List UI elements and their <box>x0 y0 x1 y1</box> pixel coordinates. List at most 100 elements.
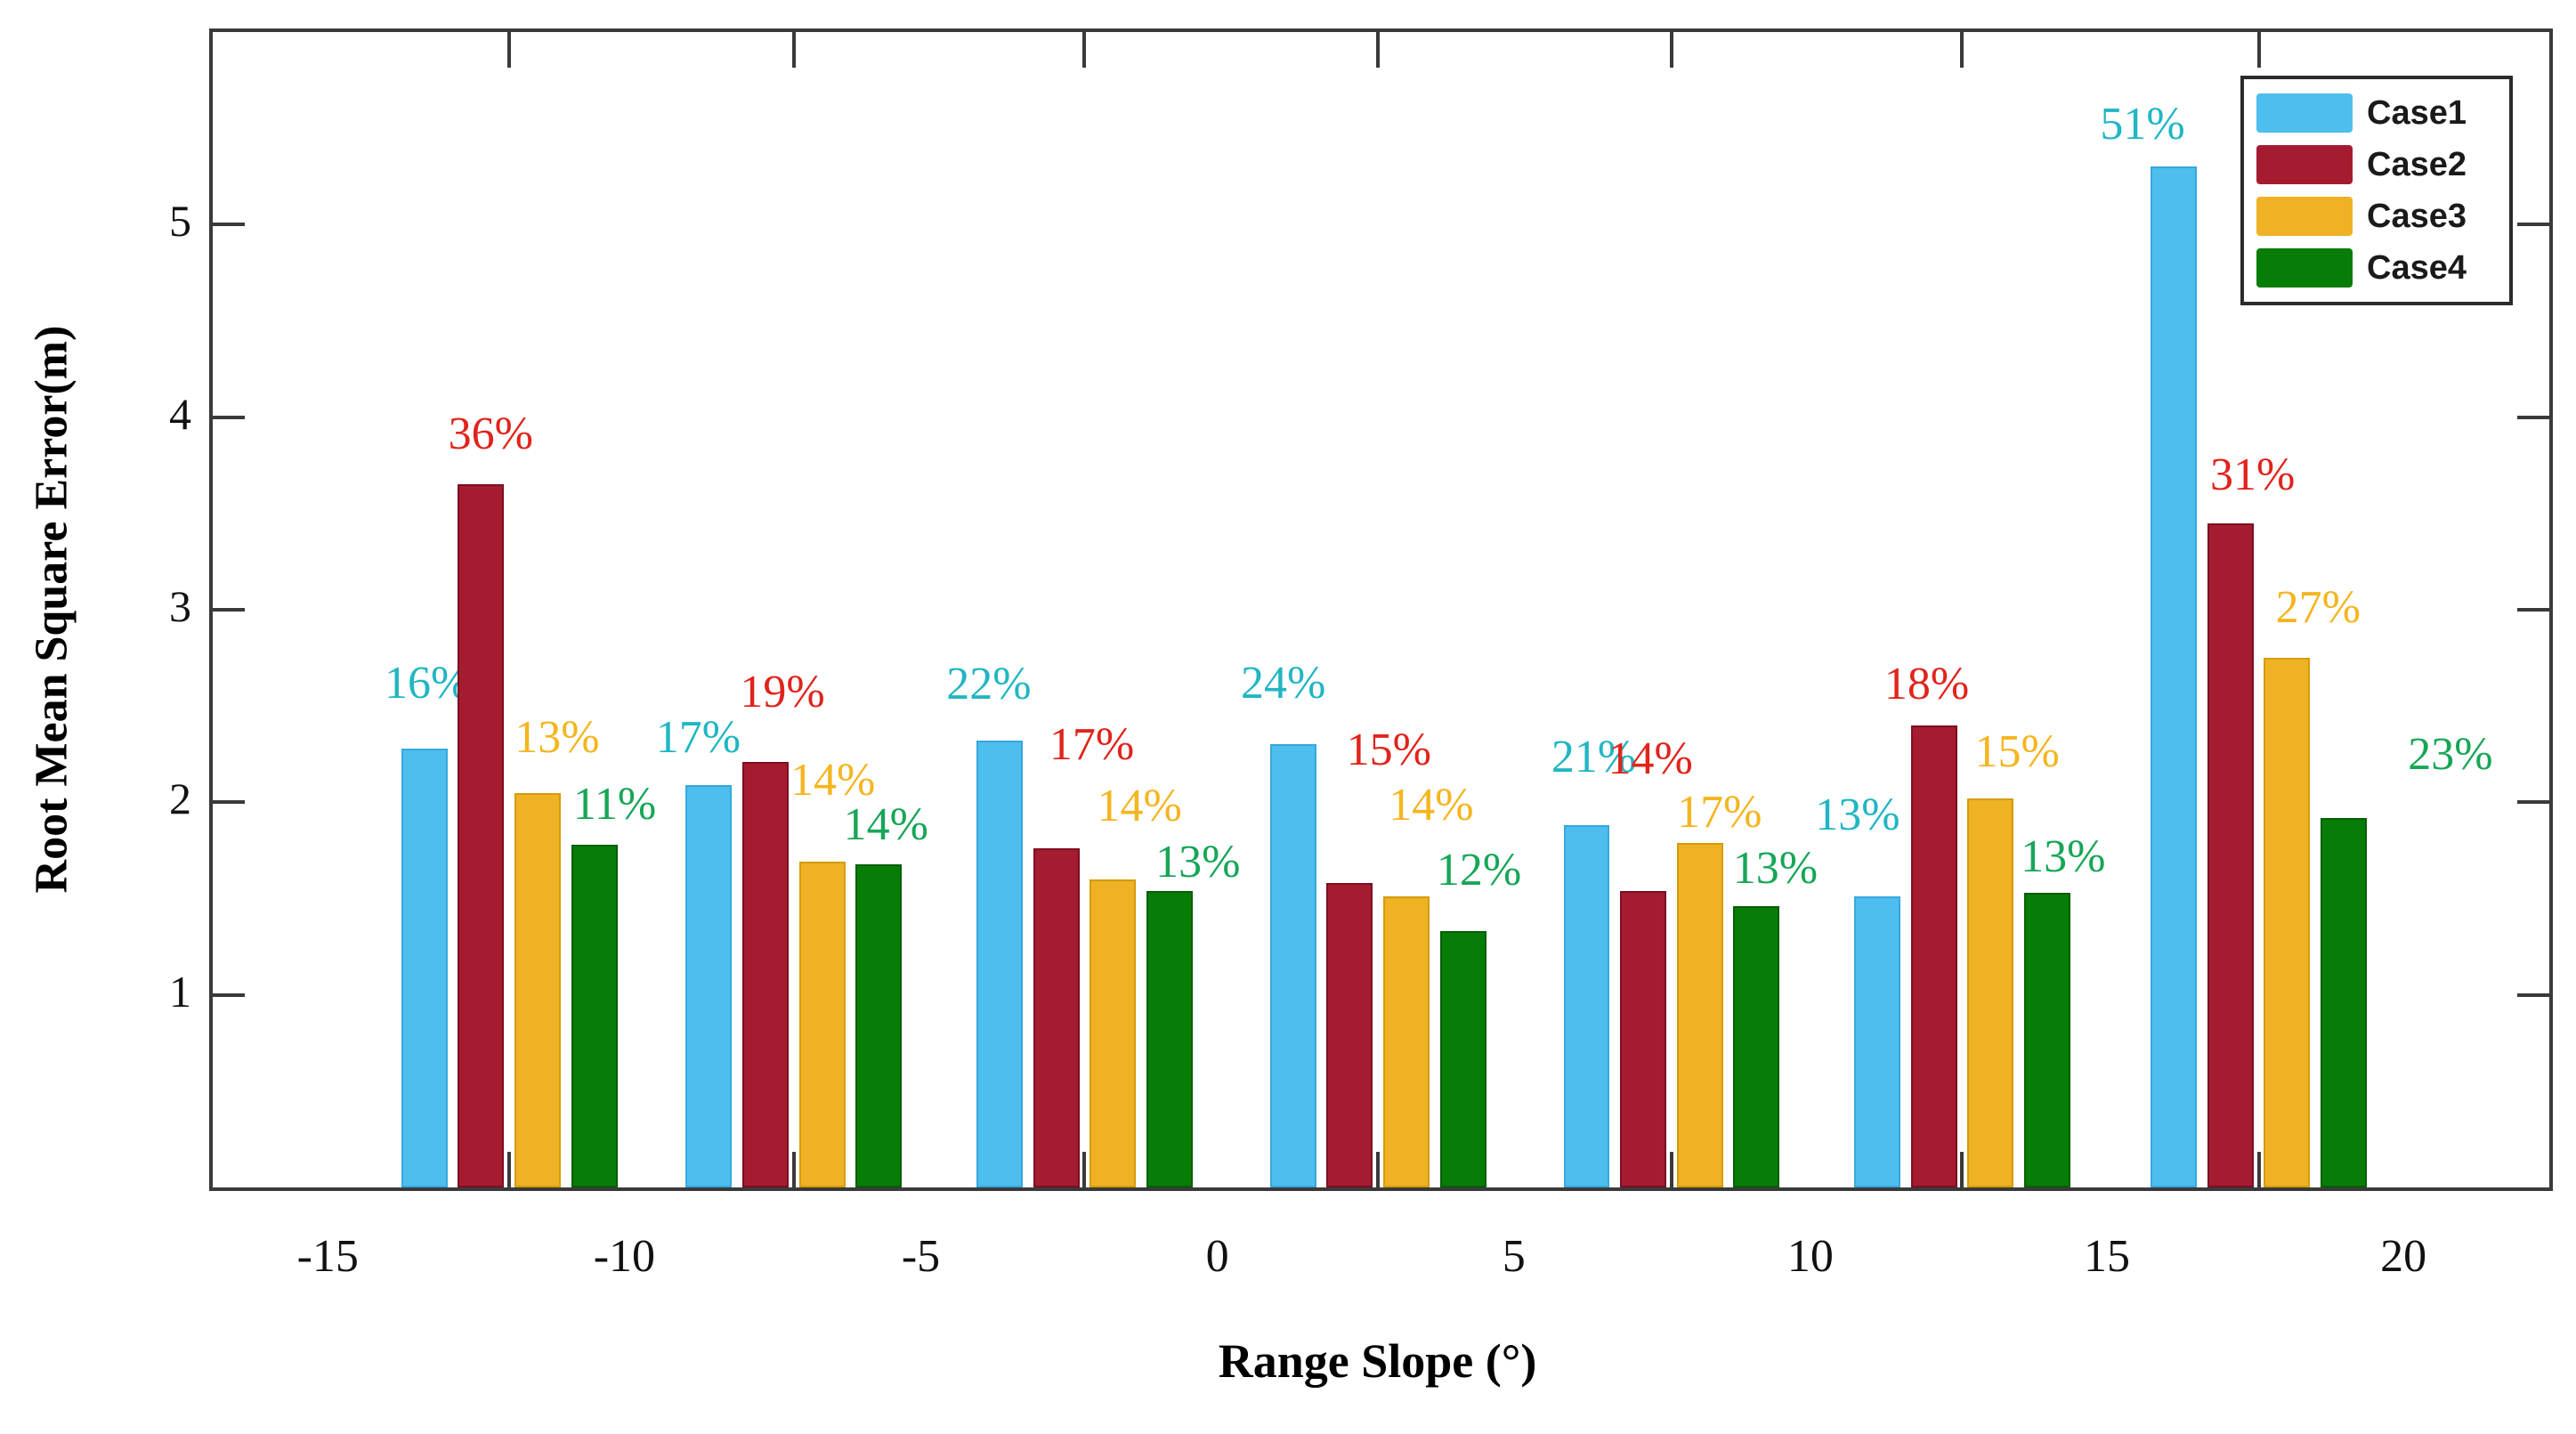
legend-swatch-case4 <box>2256 248 2353 288</box>
bar-case1-group2 <box>685 784 733 1187</box>
bar-value-label-case1-group5: 21% <box>1551 732 1637 783</box>
bar-value-label-case4-group1: 11% <box>572 778 657 830</box>
legend-entry-case1: Case1 <box>2244 90 2509 136</box>
bar-case3-group4 <box>1382 896 1430 1187</box>
bar-value-label-case2-group7: 31% <box>2210 449 2296 500</box>
bar-value-label-case2-group4: 15% <box>1346 725 1431 776</box>
bar-case2-group1 <box>458 484 505 1187</box>
x-tick-top-1 <box>507 32 512 68</box>
bar-value-label-case4-group2: 14% <box>843 798 928 850</box>
bar-case2-group4 <box>1326 883 1373 1187</box>
bar-value-label-case4-group6: 13% <box>2021 831 2106 882</box>
bar-case4-group1 <box>571 844 618 1187</box>
bar-case4-group6 <box>2023 893 2070 1187</box>
y-tick-label-4: 4 <box>169 388 191 439</box>
y-tick-left-4 <box>213 415 245 419</box>
y-tick-right-2 <box>2517 800 2549 805</box>
bar-value-label-case3-group1: 13% <box>514 711 600 763</box>
bar-case3-group2 <box>798 862 846 1187</box>
plot-area: 16% 17% 22% 24% 21% 13% 51% 36% 19% 17% 15% 14% 18% 3… <box>209 28 2553 1191</box>
x-tick-label-20: 20 <box>2380 1231 2427 1282</box>
bar-value-label-case1-group7: 51% <box>2100 99 2185 150</box>
x-tick-bottom-6 <box>1960 1152 1964 1187</box>
x-tick-top-4 <box>1376 32 1381 68</box>
bar-value-label-case1-group2: 17% <box>655 711 741 763</box>
bar-case1-group1 <box>401 748 448 1187</box>
bar-case2-group6 <box>1910 725 1957 1187</box>
bar-value-label-case2-group1: 36% <box>448 409 533 460</box>
bar-value-label-case4-group3: 13% <box>1155 836 1241 887</box>
legend-swatch-case3 <box>2256 197 2353 236</box>
legend-entry-case2: Case2 <box>2244 142 2509 188</box>
bar-case4-group4 <box>1439 931 1486 1187</box>
bar-value-label-case1-group1: 16% <box>385 657 470 709</box>
legend-swatch-case2 <box>2256 145 2353 184</box>
y-tick-left-1 <box>213 992 245 997</box>
bar-case4-group3 <box>1146 890 1193 1187</box>
legend: Case1 Case2 Case3 Case4 <box>2240 76 2513 305</box>
bar-case1-group3 <box>976 741 1023 1187</box>
y-tick-right-3 <box>2517 608 2549 612</box>
y-tick-right-5 <box>2517 223 2549 227</box>
x-tick-label-10: 10 <box>1786 1231 1834 1282</box>
x-tick-top-6 <box>1960 32 1964 68</box>
bar-case4-group5 <box>1733 906 1780 1187</box>
bar-case4-group7 <box>2320 817 2367 1187</box>
legend-entry-case3: Case3 <box>2244 193 2509 239</box>
bar-case3-group3 <box>1090 879 1137 1187</box>
x-tick-bottom-1 <box>507 1152 512 1187</box>
x-tick-label-15: 15 <box>2083 1231 2130 1282</box>
legend-label-case3: Case3 <box>2367 197 2467 235</box>
legend-swatch-case1 <box>2256 93 2353 133</box>
bar-case1-group7 <box>2151 166 2198 1187</box>
bar-value-label-case3-group6: 15% <box>1974 726 2060 777</box>
bar-value-label-case2-group6: 18% <box>1883 658 1970 709</box>
y-tick-right-4 <box>2517 415 2549 419</box>
x-tick-bottom-4 <box>1376 1152 1381 1187</box>
y-tick-right-1 <box>2517 992 2549 997</box>
bar-value-label-case2-group3: 17% <box>1049 719 1135 771</box>
bar-case1-group4 <box>1269 744 1316 1187</box>
x-tick-top-2 <box>791 32 796 68</box>
x-tick-label--15: -15 <box>296 1231 359 1282</box>
bar-case1-group6 <box>1853 896 1900 1187</box>
bar-value-label-case3-group4: 14% <box>1389 780 1474 831</box>
bar-value-label-case4-group4: 12% <box>1436 845 1522 896</box>
bar-value-label-case3-group3: 14% <box>1097 780 1182 831</box>
y-tick-label-5: 5 <box>169 196 191 247</box>
x-tick-bottom-7 <box>2256 1152 2261 1187</box>
bar-case3-group1 <box>514 792 561 1187</box>
bar-value-label-case1-group3: 22% <box>946 659 1032 710</box>
bar-value-label-case3-group5: 17% <box>1677 786 1762 838</box>
x-tick-label-5: 5 <box>1502 1231 1526 1282</box>
legend-label-case1: Case1 <box>2367 93 2467 132</box>
bar-case1-group5 <box>1563 825 1610 1187</box>
bar-value-label-case3-group7: 27% <box>2275 582 2361 634</box>
x-tick-bottom-5 <box>1669 1152 1673 1187</box>
bar-case2-group3 <box>1033 848 1080 1187</box>
bar-value-label-case2-group5: 14% <box>1608 733 1693 784</box>
legend-label-case2: Case2 <box>2367 145 2467 183</box>
x-axis-title: Range Slope (°) <box>1218 1334 1537 1388</box>
bar-value-label-case3-group2: 14% <box>790 755 876 806</box>
bar-case2-group2 <box>742 761 790 1187</box>
bar-case2-group7 <box>2207 523 2254 1187</box>
x-tick-top-7 <box>2256 32 2261 68</box>
x-tick-label--5: -5 <box>901 1231 941 1282</box>
bar-case3-group7 <box>2264 658 2311 1187</box>
y-axis-title: Root Mean Square Error(m) <box>26 325 77 894</box>
x-tick-bottom-2 <box>791 1152 796 1187</box>
x-tick-top-3 <box>1082 32 1087 68</box>
y-tick-left-3 <box>213 608 245 612</box>
x-tick-label--10: -10 <box>593 1231 656 1282</box>
legend-label-case4: Case4 <box>2367 248 2467 287</box>
y-tick-label-2: 2 <box>169 774 191 824</box>
bar-value-label-case4-group5: 13% <box>1732 843 1819 895</box>
x-tick-label-0: 0 <box>1205 1231 1229 1282</box>
bar-case3-group6 <box>1967 798 2014 1187</box>
bar-value-label-case1-group4: 24% <box>1241 658 1326 709</box>
bar-value-label-case2-group2: 19% <box>740 666 825 717</box>
y-tick-label-3: 3 <box>169 581 191 631</box>
bar-case2-group5 <box>1620 890 1667 1187</box>
